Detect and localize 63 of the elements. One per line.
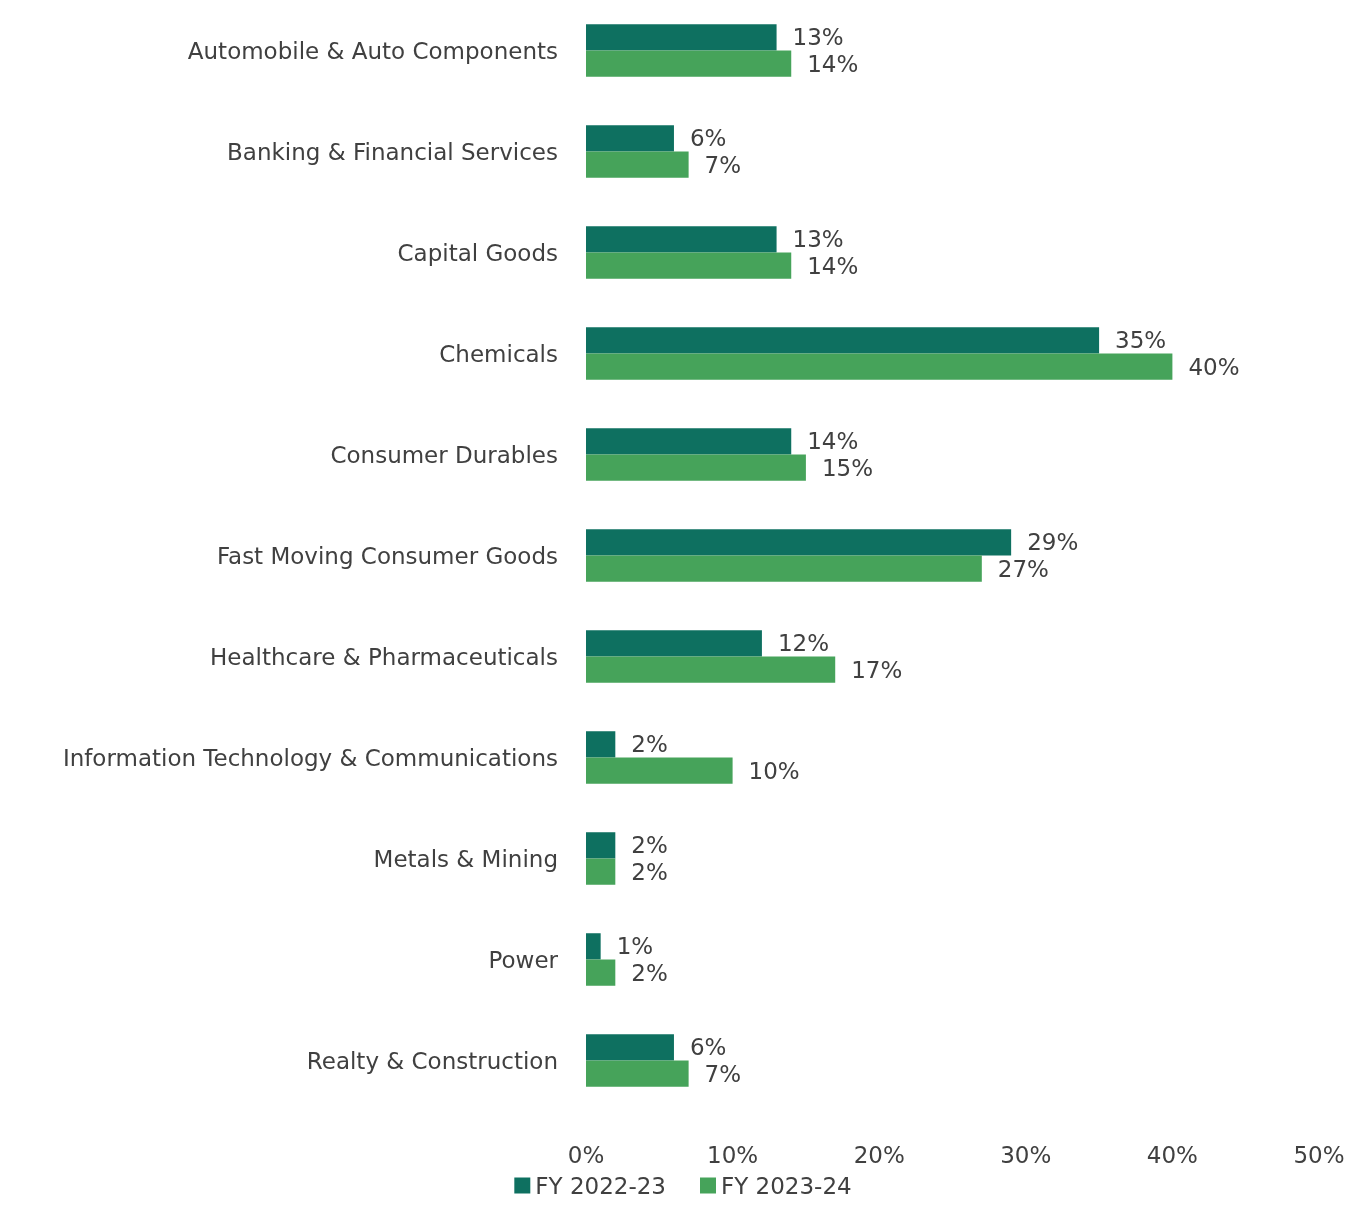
y-tick-label: Capital Goods xyxy=(397,239,558,266)
x-tick-label: 50% xyxy=(1293,1141,1345,1168)
y-tick-label: Metals & Mining xyxy=(373,845,558,872)
data-label: 2% xyxy=(631,832,668,859)
data-label: 12% xyxy=(777,630,830,657)
data-label: 10% xyxy=(748,757,800,784)
data-label: 14% xyxy=(807,428,859,455)
bar xyxy=(586,731,616,758)
data-label: 27% xyxy=(997,555,1049,582)
legend-label: FY 2022-23 xyxy=(535,1172,667,1199)
bar xyxy=(586,1060,689,1087)
bar xyxy=(586,529,1012,556)
bar xyxy=(586,353,1173,380)
bar xyxy=(586,252,792,279)
bar xyxy=(586,327,1100,354)
data-label: 29% xyxy=(1027,529,1079,556)
y-tick-label: Healthcare & Pharmaceuticals xyxy=(210,643,558,670)
legend-label: FY 2023-24 xyxy=(721,1172,852,1199)
bar xyxy=(586,454,806,481)
bar xyxy=(586,630,762,657)
data-label: 13% xyxy=(792,226,844,253)
y-tick-label: Banking & Financial Services xyxy=(227,138,558,165)
bar xyxy=(586,858,616,885)
bar xyxy=(586,757,733,784)
x-tick-label: 0% xyxy=(567,1141,605,1168)
bar xyxy=(586,428,792,455)
bar xyxy=(586,226,777,253)
data-label: 17% xyxy=(851,656,903,683)
data-label: 15% xyxy=(821,454,874,481)
data-label: 13% xyxy=(792,24,844,51)
x-tick-label: 10% xyxy=(707,1141,759,1168)
data-label: 6% xyxy=(689,125,727,152)
data-label: 2% xyxy=(631,731,668,758)
data-label: 7% xyxy=(704,1060,742,1087)
bar xyxy=(586,1034,674,1061)
data-label: 35% xyxy=(1115,327,1167,354)
data-label: 40% xyxy=(1188,353,1240,380)
data-label: 7% xyxy=(704,151,742,178)
data-label: 6% xyxy=(689,1034,727,1061)
data-label: 2% xyxy=(631,858,668,885)
y-tick-label: Automobile & Auto Components xyxy=(187,37,558,64)
y-tick-label: Power xyxy=(488,946,559,973)
bar xyxy=(586,959,616,986)
x-tick-label: 20% xyxy=(853,1141,905,1168)
bar xyxy=(586,151,689,178)
y-tick-label: Chemicals xyxy=(439,340,558,367)
y-tick-label: Realty & Construction xyxy=(306,1047,558,1074)
bar xyxy=(586,832,616,859)
bar xyxy=(586,125,674,152)
data-label: 14% xyxy=(807,50,859,77)
data-label: 2% xyxy=(631,959,668,986)
y-tick-label: Information Technology & Communications xyxy=(62,744,558,771)
x-tick-label: 40% xyxy=(1146,1141,1198,1168)
x-tick-label: 30% xyxy=(1000,1141,1052,1168)
bar xyxy=(586,50,792,77)
bar xyxy=(586,933,601,960)
bar xyxy=(586,555,982,582)
data-label: 14% xyxy=(807,252,859,279)
data-label: 1% xyxy=(616,933,654,960)
y-tick-label: Fast Moving Consumer Goods xyxy=(216,542,558,569)
bar xyxy=(586,656,836,683)
y-tick-label: Consumer Durables xyxy=(330,441,558,468)
bar xyxy=(586,24,777,51)
